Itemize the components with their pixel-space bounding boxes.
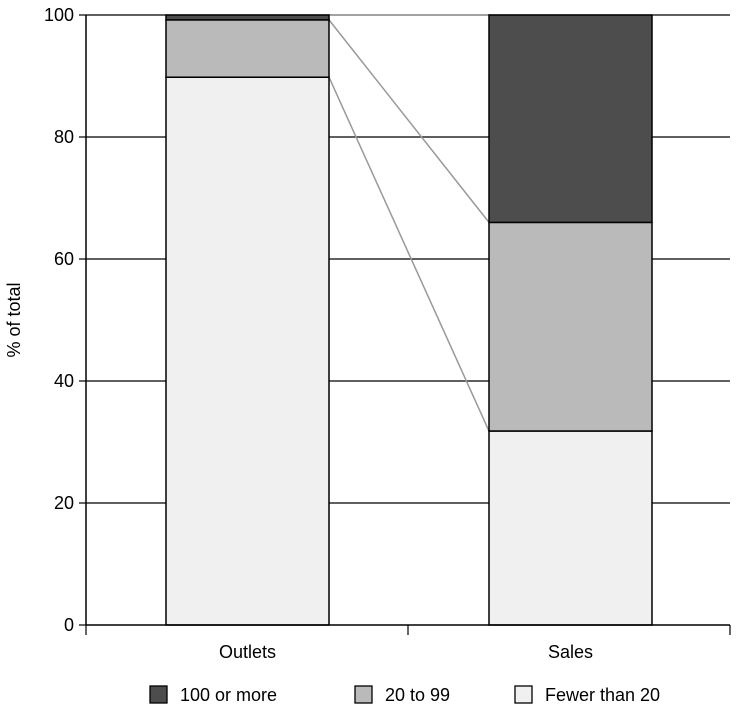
legend: 100 or more 20 to 99 Fewer than 20: [149, 685, 660, 705]
bar-segment: [488, 430, 653, 626]
legend-label: 100 or more: [180, 685, 277, 705]
bar-segment: [165, 14, 330, 21]
x-tick-label: Outlets: [219, 642, 276, 662]
y-tick-label: 0: [64, 615, 74, 635]
y-tick-label: 80: [54, 127, 74, 147]
x-axis-ticks: Outlets Sales: [85, 625, 731, 662]
bar-segment: [165, 76, 330, 626]
connector-line: [328, 19, 490, 223]
bar-segment: [165, 19, 330, 78]
y-tick-label: 20: [54, 493, 74, 513]
legend-item: 20 to 99: [354, 685, 450, 705]
legend-swatch: [514, 685, 533, 704]
legend-swatch: [149, 685, 168, 704]
bars: [165, 14, 653, 626]
connector-line: [328, 76, 490, 432]
y-axis-label: % of total: [4, 282, 24, 357]
legend-swatch: [354, 685, 373, 704]
y-tick-label: 60: [54, 249, 74, 269]
bar-segment: [488, 221, 653, 432]
legend-label: 20 to 99: [385, 685, 450, 705]
legend-item: Fewer than 20: [514, 685, 660, 705]
x-tick-label: Sales: [548, 642, 593, 662]
legend-label: Fewer than 20: [545, 685, 660, 705]
legend-item: 100 or more: [149, 685, 277, 705]
connector-lines: [328, 14, 490, 432]
y-tick-label: 100: [44, 5, 74, 25]
y-axis-ticks: 0 20 40 60 80 100: [44, 5, 86, 635]
bar-segment: [488, 14, 653, 224]
y-tick-label: 40: [54, 371, 74, 391]
